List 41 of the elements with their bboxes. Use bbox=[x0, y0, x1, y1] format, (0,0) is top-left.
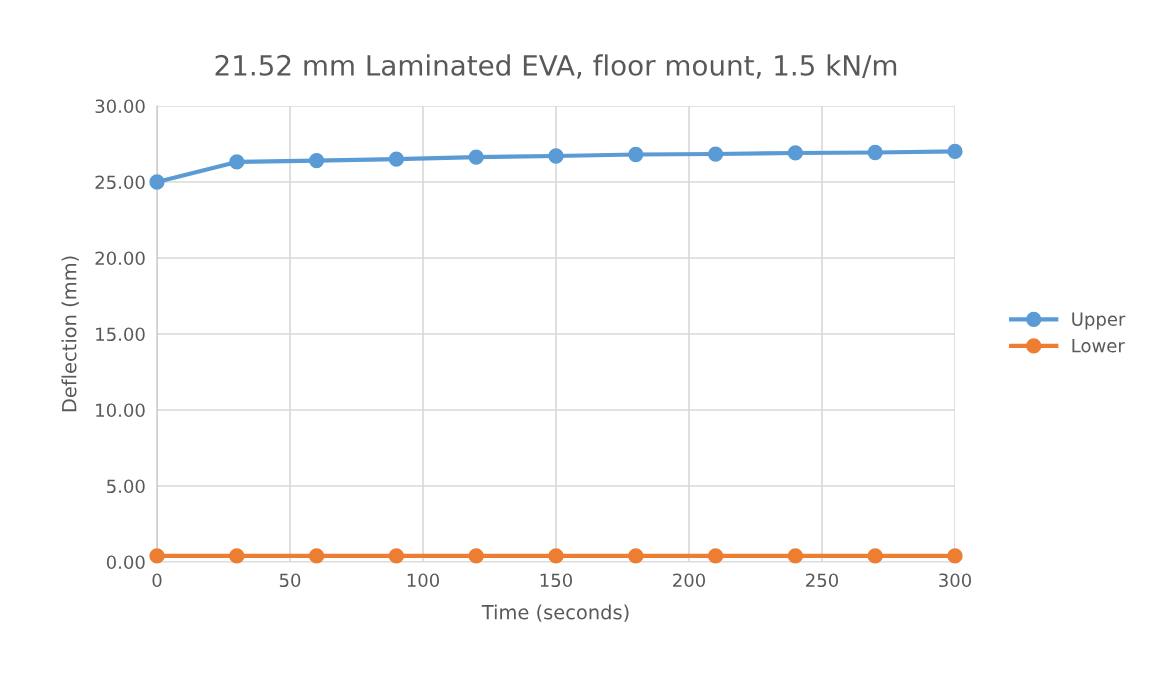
point bbox=[388, 151, 405, 167]
y-tick-label: 0.00 bbox=[106, 555, 145, 570]
point bbox=[628, 146, 644, 163]
x-tick-label: 200 bbox=[673, 573, 706, 588]
y-tick-label: 25.00 bbox=[95, 175, 145, 190]
point bbox=[867, 548, 883, 564]
point bbox=[707, 146, 724, 162]
point bbox=[468, 548, 484, 564]
x-tick-label: 100 bbox=[407, 573, 440, 588]
point bbox=[947, 548, 963, 564]
point bbox=[149, 174, 165, 190]
x-tick-label: 150 bbox=[540, 573, 573, 588]
point bbox=[787, 145, 804, 161]
point bbox=[149, 548, 165, 564]
y-axis-title: Deflection (mm) bbox=[61, 256, 79, 412]
x-axis-title: Time (seconds) bbox=[481, 604, 629, 622]
point bbox=[548, 548, 564, 564]
y-tick-label: 5.00 bbox=[107, 479, 145, 494]
point bbox=[867, 144, 883, 161]
point bbox=[308, 152, 325, 169]
point bbox=[947, 143, 963, 160]
x-tick-label: 0 bbox=[152, 573, 162, 588]
point bbox=[628, 548, 644, 564]
point bbox=[308, 548, 325, 564]
y-tick-label: 30.00 bbox=[95, 99, 145, 114]
point bbox=[229, 548, 245, 564]
y-tick-label: 10.00 bbox=[96, 403, 145, 418]
x-tick-label: 300 bbox=[939, 573, 972, 588]
x-tick-label: 50 bbox=[279, 573, 301, 588]
point bbox=[787, 548, 804, 564]
point bbox=[548, 148, 564, 164]
point bbox=[707, 548, 724, 564]
y-tick-label: 15.00 bbox=[96, 327, 145, 342]
point bbox=[229, 154, 245, 170]
legend-label: Lower bbox=[1072, 339, 1125, 353]
chart-title: 21.52 mm Laminated EVA, floor mount, 1.5 kN/m bbox=[215, 54, 897, 79]
x-tick-label: 250 bbox=[806, 573, 839, 588]
y-tick-label: 20.00 bbox=[95, 251, 145, 266]
point bbox=[468, 149, 484, 165]
legend-label: Upper bbox=[1072, 312, 1126, 330]
point bbox=[388, 548, 405, 564]
